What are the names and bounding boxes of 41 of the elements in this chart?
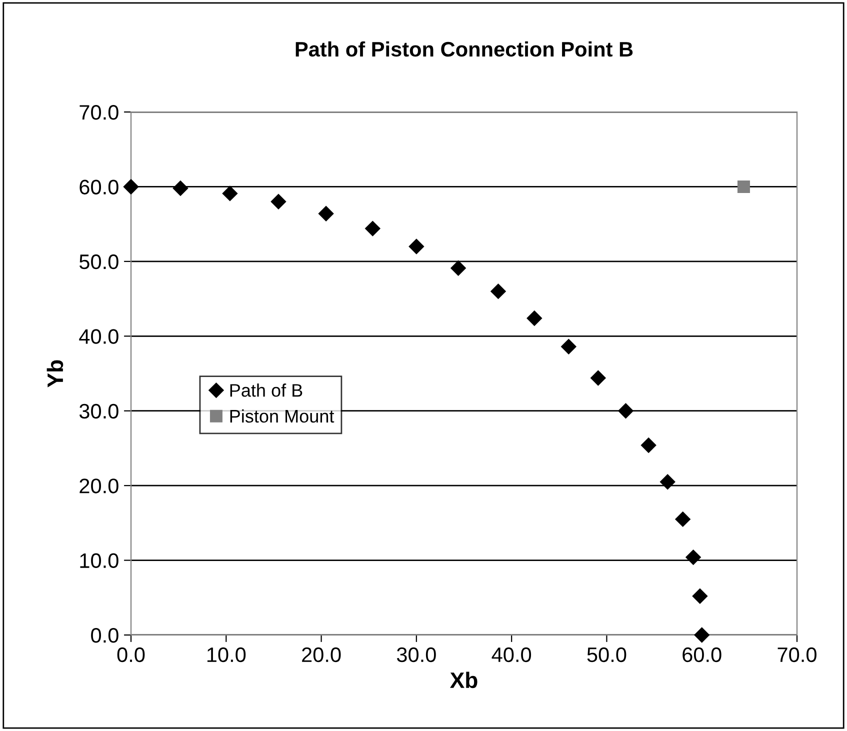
chart-title: Path of Piston Connection Point B <box>296 41 633 57</box>
point <box>561 339 576 354</box>
y-tick-label: 70.0 <box>80 105 118 120</box>
x-tick-label: 30.0 <box>396 647 436 662</box>
point <box>694 627 710 643</box>
point <box>490 284 506 299</box>
y-tick-label: 20.0 <box>80 478 118 494</box>
point <box>641 438 656 453</box>
point <box>618 403 634 418</box>
x-tick-label: 70.0 <box>778 647 816 662</box>
point <box>365 220 380 236</box>
y-axis-title: Yb <box>46 360 64 388</box>
point <box>270 194 286 210</box>
point <box>686 550 701 565</box>
y-tick-label: 60.0 <box>80 180 118 194</box>
x-tick-label: 50.0 <box>587 647 626 662</box>
y-tick-label: 50.0 <box>79 254 118 270</box>
y-tick-label: 40.0 <box>79 329 118 344</box>
x-tick-label: 0.0 <box>117 647 145 662</box>
y-tick-label: 0.0 <box>91 628 118 643</box>
x-axis-title: Xb <box>450 672 478 688</box>
x-tick-label: 20.0 <box>302 647 341 662</box>
point <box>675 512 690 527</box>
legend-label: Piston Mount <box>230 409 334 423</box>
point <box>318 206 334 222</box>
point <box>408 238 424 254</box>
y-tick-label: 30.0 <box>79 404 118 419</box>
point <box>526 310 542 326</box>
x-tick-label: 10.0 <box>207 647 246 662</box>
y-tick-label: 10.0 <box>80 553 118 568</box>
point <box>590 370 606 386</box>
point <box>660 474 676 490</box>
x-tick-label: 60.0 <box>682 647 722 662</box>
x-tick-label: 40.0 <box>492 647 532 662</box>
point <box>692 588 708 604</box>
point <box>222 186 238 202</box>
point <box>123 179 139 194</box>
point <box>450 260 466 276</box>
point <box>737 180 750 193</box>
point <box>172 180 188 196</box>
legend-label: Path of B <box>230 384 302 397</box>
